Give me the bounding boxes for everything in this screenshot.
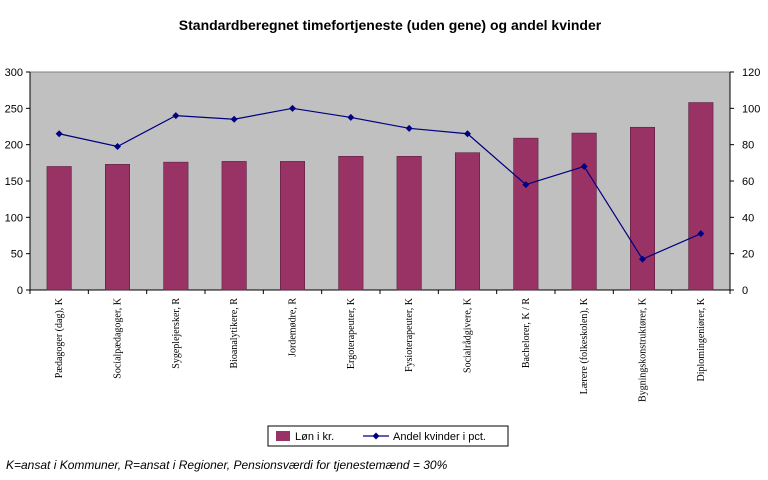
plot-background <box>29 71 731 291</box>
y-tick-label-left: 150 <box>5 176 23 188</box>
category-label: Sygeplejersker, R <box>171 298 182 369</box>
bar <box>513 137 539 291</box>
y-tick-label-left: 0 <box>17 285 23 297</box>
y-tick-label-left: 200 <box>5 140 23 152</box>
y-tick-label-left: 50 <box>11 249 23 261</box>
bar <box>571 132 597 291</box>
category-label: Bachelorer, K / R <box>521 298 532 368</box>
y-tick-label-left: 100 <box>5 212 23 224</box>
y-tick-label-right: 0 <box>742 285 748 297</box>
line-point <box>405 124 413 132</box>
line-point <box>347 113 355 121</box>
legend-swatch-marker <box>372 432 380 440</box>
line-point <box>464 130 471 138</box>
bar <box>338 156 364 291</box>
category-label: Ergoterapeuter, K <box>346 297 357 369</box>
category-label: Socialpædagoger, K <box>113 297 124 378</box>
category-label: Socialrådgivere, K <box>463 297 474 373</box>
category-label: Lærere (folkeskolen), K <box>579 297 590 394</box>
y-tick-label-left: 300 <box>5 67 23 79</box>
line-point <box>55 130 63 138</box>
legend: Løn i kr. Andel kvinder i pct. <box>267 425 509 447</box>
bar <box>280 161 305 291</box>
category-label: Diplomingeniører, K <box>696 297 707 381</box>
line-point <box>639 255 646 263</box>
bar <box>221 161 247 291</box>
bar <box>163 161 189 291</box>
category-label: Bioanalytikere, R <box>229 298 240 369</box>
y-tick-label-right: 20 <box>742 249 754 261</box>
line-series <box>59 107 702 260</box>
bar <box>396 156 422 291</box>
legend-label-line: Andel kvinder i pct. <box>393 431 486 443</box>
bar <box>688 102 714 291</box>
y-tick-label-right: 60 <box>742 176 754 188</box>
footnote: K=ansat i Kommuner, R=ansat i Regioner, … <box>6 458 448 472</box>
plot-area: 0 50 100 150 200 250 300 0 20 40 60 80 100 120 Pædagog… <box>5 67 761 402</box>
line-point <box>289 104 296 112</box>
y-tick-label-left: 250 <box>5 103 23 115</box>
line-point <box>697 230 705 238</box>
line-point <box>522 181 530 189</box>
line-point <box>114 142 121 150</box>
y-tick-label-right: 120 <box>742 67 760 79</box>
category-label: Fysioterapeuter, K <box>404 297 415 372</box>
category-label: Jordemødre, R <box>288 298 299 357</box>
line-point <box>230 115 238 123</box>
bar <box>455 152 480 291</box>
chart-title: Standardberegnet timefortjeneste (uden g… <box>179 17 602 33</box>
legend-label-bar: Løn i kr. <box>295 431 334 443</box>
bar <box>630 126 655 291</box>
y-tick-label-right: 80 <box>742 140 754 152</box>
category-label: Bygningskonstruktører, K <box>638 297 649 402</box>
y-tick-label-right: 40 <box>742 212 754 224</box>
legend-swatch-bar <box>276 431 290 441</box>
line-point <box>172 112 180 120</box>
y-tick-label-right: 100 <box>742 103 760 115</box>
bar <box>46 166 72 291</box>
bar <box>105 164 130 291</box>
line-point <box>580 162 588 170</box>
category-label: Pædagoger (dag), K <box>54 297 65 378</box>
